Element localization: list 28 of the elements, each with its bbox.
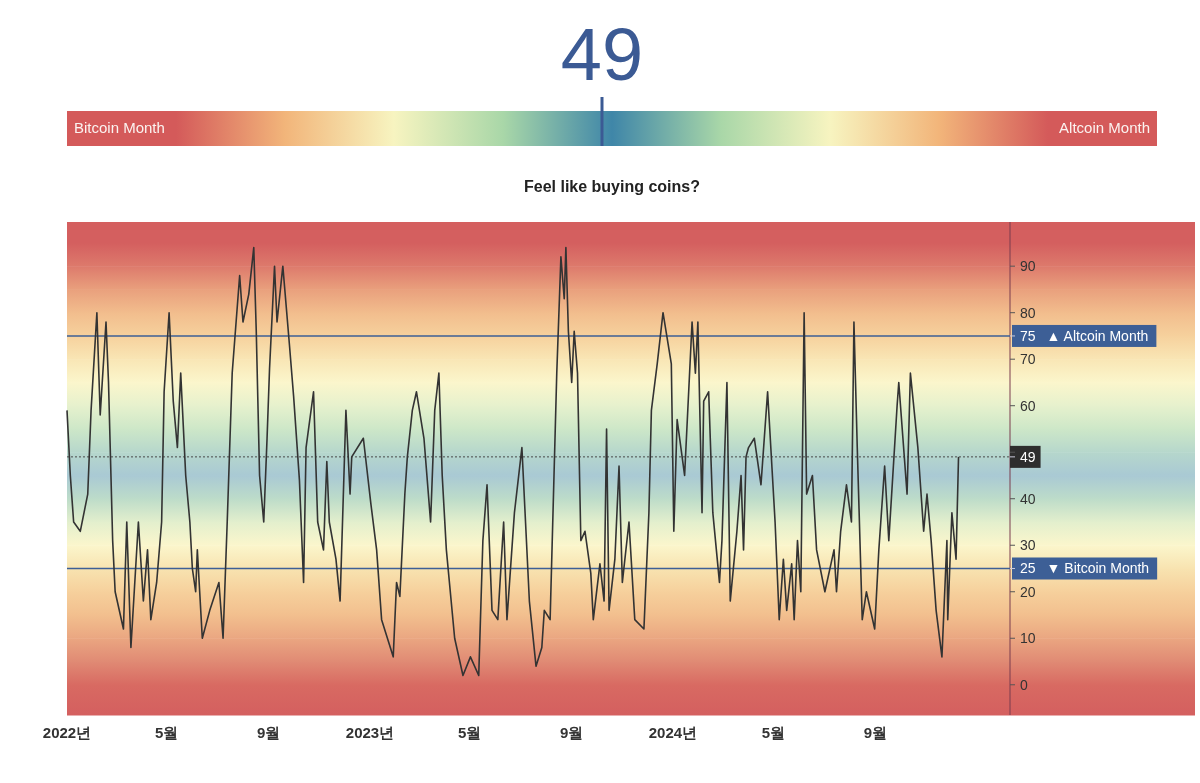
y-tick-label: 30 <box>1020 537 1036 554</box>
y-tick-label: 75 <box>1020 327 1036 344</box>
x-tick-label: 9월 <box>863 724 888 741</box>
y-tick-label: 25 <box>1020 560 1036 577</box>
ref-line-label: ▲ Altcoin Month <box>1046 327 1149 344</box>
x-tick-label: 9월 <box>257 724 281 741</box>
y-tick-label: 80 <box>1020 304 1036 321</box>
line-series <box>66 246 960 677</box>
x-tick-label: 5월 <box>761 724 786 741</box>
x-tick-label: 2022년 <box>42 724 92 741</box>
y-tick-label: 10 <box>1020 630 1036 647</box>
data-label: 49 <box>560 13 644 96</box>
ref-line-label: ▼ Bitcoin Month <box>1046 560 1150 577</box>
text: Bitcoin Month <box>74 119 165 136</box>
x-tick-label: 5월 <box>154 724 179 741</box>
x-tick-label: 2023년 <box>345 724 395 741</box>
x-tick-label: 5월 <box>457 724 482 741</box>
y-tick-label: 20 <box>1020 583 1036 600</box>
text: Feel like buying coins? <box>523 178 701 195</box>
y-tick-label: 70 <box>1020 351 1036 368</box>
y-tick-label: 90 <box>1020 258 1036 275</box>
y-tick-label: 40 <box>1020 490 1036 507</box>
x-tick-label: 2024년 <box>648 724 698 741</box>
y-tick-label: 0 <box>1020 676 1028 693</box>
y-tick-label: 49 <box>1020 448 1036 465</box>
y-tick-label: 60 <box>1020 397 1036 414</box>
x-tick-label: 9월 <box>560 724 584 741</box>
text: Altcoin Month <box>1059 119 1150 136</box>
